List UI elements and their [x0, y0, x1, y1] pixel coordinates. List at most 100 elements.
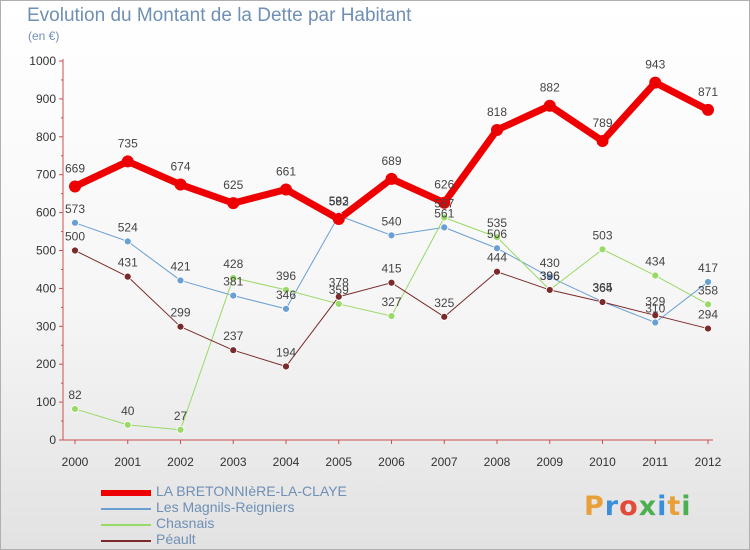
data-label: 396 [540, 269, 560, 283]
data-label: 346 [276, 288, 296, 302]
x-tick-label: 2008 [484, 455, 511, 469]
data-point [651, 271, 660, 280]
data-label: 735 [118, 136, 138, 150]
data-label: 299 [170, 306, 190, 320]
data-point [176, 322, 185, 331]
y-tick-label: 300 [36, 319, 56, 333]
data-label: 573 [65, 202, 85, 216]
y-tick-label: 900 [36, 92, 56, 106]
legend-swatch [101, 524, 151, 526]
data-point [385, 172, 398, 185]
data-label: 535 [487, 216, 507, 230]
data-label: 415 [381, 262, 401, 276]
data-point [438, 196, 451, 209]
data-label: 444 [487, 251, 507, 265]
y-tick-label: 1000 [29, 54, 56, 68]
data-label: 943 [645, 58, 665, 72]
y-tick-label: 0 [49, 433, 56, 447]
y-tick-label: 600 [36, 206, 56, 220]
data-label: 428 [223, 257, 243, 271]
data-point [704, 300, 712, 309]
legend-swatch [101, 490, 151, 496]
data-point [229, 291, 238, 300]
x-tick-label: 2007 [431, 455, 458, 469]
data-label: 378 [329, 276, 349, 290]
data-label: 431 [118, 256, 138, 270]
data-label: 364 [592, 281, 612, 295]
x-tick-label: 2009 [536, 455, 563, 469]
data-label: 592 [329, 195, 349, 209]
data-label: 237 [223, 329, 243, 343]
data-label: 381 [223, 275, 243, 289]
data-label: 587 [434, 197, 454, 211]
data-point [491, 123, 503, 136]
data-label: 430 [540, 256, 560, 270]
data-label: 882 [540, 81, 560, 95]
data-point [176, 276, 185, 285]
data-point [704, 324, 712, 333]
legend-label: Péault [156, 531, 196, 547]
legend-label: LA BRETONNIèRE-LA-CLAYE [156, 483, 347, 499]
proxiti-logo: Proxiti [584, 491, 692, 522]
legend-swatch [101, 508, 151, 510]
y-tick-label: 100 [36, 395, 56, 409]
data-point [123, 420, 132, 429]
data-point [71, 405, 79, 413]
legend-label: Les Magnils-Reigniers [156, 499, 295, 515]
data-point [282, 362, 290, 371]
data-point [702, 103, 714, 116]
y-tick-label: 700 [36, 168, 56, 182]
x-tick-label: 2011 [642, 455, 668, 469]
data-label: 689 [381, 154, 401, 168]
x-tick-label: 2006 [378, 455, 405, 469]
data-point [543, 99, 556, 112]
data-label: 417 [698, 261, 718, 275]
data-label: 789 [592, 116, 612, 130]
data-label: 524 [118, 220, 138, 234]
data-point [71, 246, 79, 255]
data-point [334, 300, 343, 308]
data-point [229, 346, 238, 355]
data-label: 500 [65, 230, 85, 244]
data-label: 561 [434, 206, 454, 220]
x-tick-label: 2004 [273, 455, 300, 469]
data-label: 40 [121, 404, 135, 418]
data-point [649, 76, 662, 89]
data-point [123, 237, 132, 246]
data-label: 540 [381, 214, 401, 228]
data-point [545, 286, 554, 294]
data-point [440, 213, 449, 222]
data-point [651, 318, 660, 327]
data-point [121, 155, 134, 168]
legend-swatch [101, 540, 151, 542]
x-tick-label: 2000 [62, 455, 89, 469]
data-point [229, 273, 238, 282]
data-point [596, 134, 609, 147]
data-label: 421 [170, 259, 190, 273]
x-tick-label: 2010 [589, 455, 616, 469]
data-point [71, 218, 79, 227]
data-point [545, 273, 554, 281]
data-label: 434 [645, 255, 665, 269]
data-label: 396 [276, 269, 296, 283]
data-point [598, 245, 607, 254]
x-tick-label: 2001 [114, 455, 141, 469]
data-point [227, 197, 240, 210]
data-point [123, 272, 132, 281]
data-label: 871 [698, 85, 718, 99]
data-label: 327 [381, 295, 401, 309]
data-label: 674 [170, 160, 190, 174]
data-label: 325 [434, 296, 454, 310]
data-point [387, 312, 396, 320]
legend-label: Chasnais [156, 515, 215, 531]
logo-letter: i [657, 491, 668, 522]
data-label: 625 [223, 178, 243, 192]
data-point [493, 233, 501, 242]
data-point [493, 244, 501, 253]
data-label: 818 [487, 105, 507, 119]
data-label: 359 [329, 283, 349, 297]
y-tick-label: 800 [36, 130, 56, 144]
logo-letter: r [604, 491, 620, 522]
